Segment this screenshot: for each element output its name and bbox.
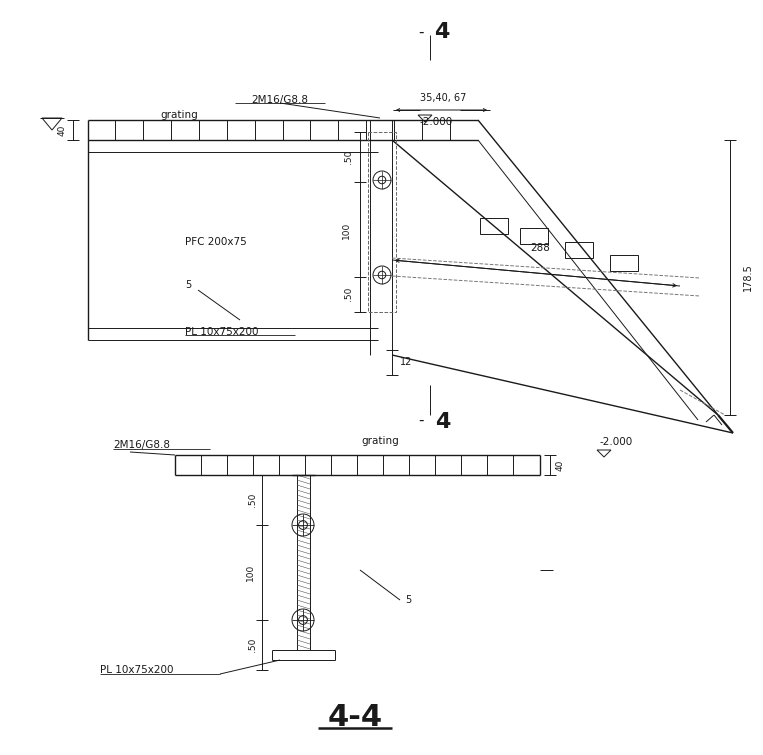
Text: 100: 100 (342, 221, 350, 239)
Text: -: - (418, 24, 423, 39)
Bar (565, 242, 593, 258)
Text: 4: 4 (436, 412, 451, 432)
Text: 5: 5 (185, 280, 191, 290)
Text: 178.5: 178.5 (743, 263, 753, 291)
Text: 4-4: 4-4 (327, 704, 382, 732)
Text: 288: 288 (530, 243, 550, 253)
Text: .50: .50 (247, 638, 256, 652)
Text: 35,40, 67: 35,40, 67 (420, 93, 466, 103)
Text: 5: 5 (405, 595, 411, 605)
Text: 2M16/G8.8: 2M16/G8.8 (113, 440, 170, 450)
Text: 100: 100 (246, 563, 255, 581)
Text: -: - (418, 412, 423, 427)
Text: PL 10x75x200: PL 10x75x200 (100, 665, 173, 675)
Text: 12: 12 (400, 357, 412, 367)
Bar (610, 255, 638, 271)
Text: .50: .50 (343, 149, 353, 164)
Text: 40: 40 (555, 459, 565, 470)
Text: PFC 200x75: PFC 200x75 (185, 237, 246, 247)
Text: 40: 40 (57, 125, 66, 136)
Text: grating: grating (160, 110, 198, 120)
Text: 4: 4 (434, 22, 449, 42)
Text: -2.000: -2.000 (420, 117, 453, 127)
Bar (520, 228, 548, 244)
Text: .50: .50 (343, 287, 353, 301)
Text: .50: .50 (247, 493, 256, 507)
Text: PL 10x75x200: PL 10x75x200 (185, 327, 259, 337)
Bar (480, 218, 508, 234)
Bar (368, 132, 396, 312)
Text: -2.000: -2.000 (600, 437, 633, 447)
Text: grating: grating (361, 436, 399, 446)
Text: 2M16/G8.8: 2M16/G8.8 (252, 95, 308, 105)
